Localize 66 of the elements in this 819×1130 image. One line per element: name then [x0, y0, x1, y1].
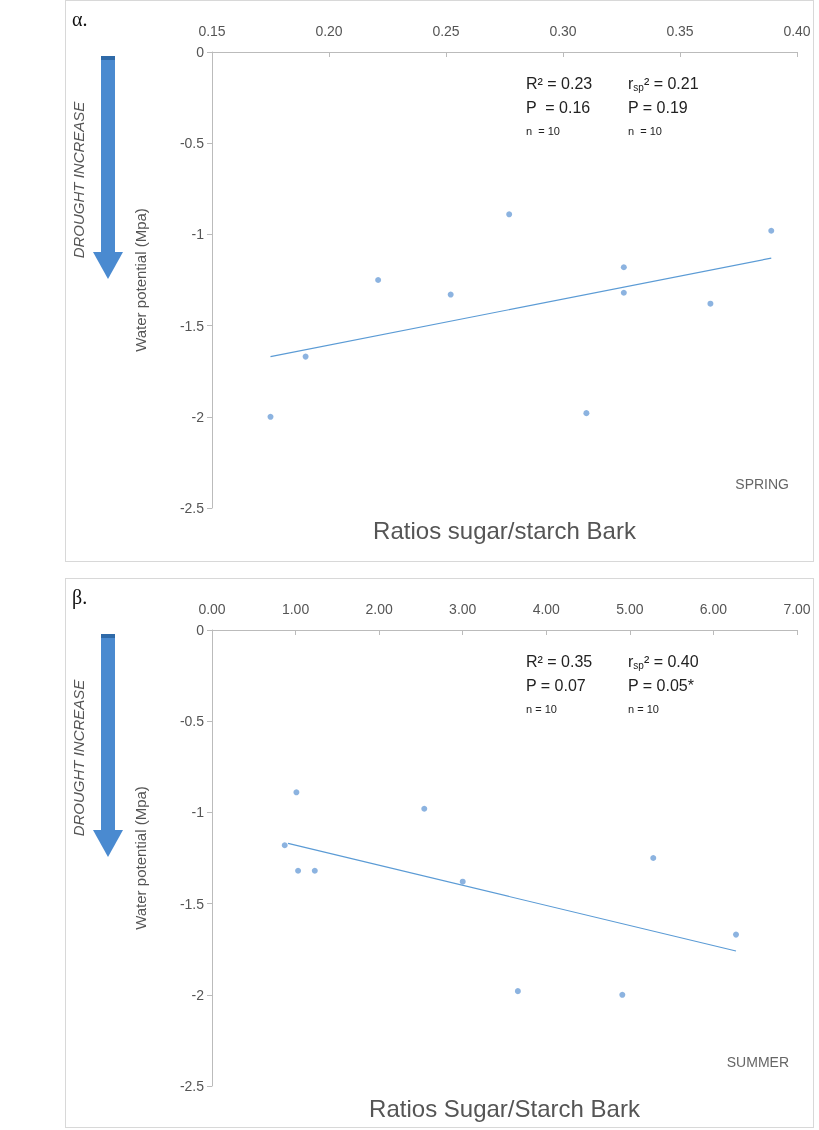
point [375, 277, 382, 283]
y-tick-label: 0 [196, 44, 205, 60]
y-tick-label: -1 [191, 804, 205, 821]
annotation: n = 10 [526, 702, 557, 715]
point [295, 867, 302, 874]
x-tick-label: 3.00 [449, 601, 477, 617]
x-tick-label: 0.20 [315, 23, 343, 39]
annotation: SUMMER [726, 1054, 790, 1070]
x-tick-label: 0.00 [198, 601, 226, 617]
x-tick-label: 4.00 [532, 601, 561, 617]
point [707, 300, 714, 307]
x-tick-label: 0.30 [549, 23, 577, 39]
x-tick-label: 6.00 [699, 601, 728, 617]
x-tick-label: 0.35 [666, 23, 694, 39]
y-tick-label: -1.5 [179, 895, 205, 912]
point [619, 991, 626, 998]
text: DROUGHT INCREASE [69, 678, 87, 837]
annotation: P = 0.19 [628, 98, 688, 116]
y-tick-label: -0.5 [179, 135, 205, 152]
point [447, 291, 454, 298]
point [302, 353, 309, 360]
point [459, 878, 466, 885]
point [650, 855, 657, 861]
chart-title: β. [72, 586, 88, 609]
annotation: P = 0.16 [526, 98, 591, 116]
point [733, 931, 739, 938]
annotation: P = 0.07 [526, 676, 586, 694]
annotation: n = 10 [628, 702, 659, 715]
point [421, 805, 428, 812]
point [281, 842, 288, 849]
point [311, 867, 318, 874]
x-tick-label: 0.15 [198, 23, 226, 39]
y-tick-label: 0 [196, 622, 205, 638]
point [620, 264, 627, 271]
y-tick-label: -2.5 [179, 1078, 205, 1094]
point [506, 211, 513, 218]
x-axis-title: Ratios Sugar/Starch Bark [369, 1094, 641, 1122]
annotation: R² = 0.35 [526, 652, 593, 670]
x-tick-label: 0.25 [432, 23, 460, 39]
point [293, 789, 300, 796]
x-tick-label: 1.00 [281, 601, 310, 617]
point [514, 988, 521, 995]
y-tick-label: -1 [191, 226, 205, 243]
y-axis-title: Water potential (Mpa) [132, 208, 149, 352]
point [267, 413, 274, 420]
annotation: R² = 0.23 [526, 74, 593, 92]
annotation: n = 10 [628, 124, 662, 137]
y-tick-label: -0.5 [179, 713, 205, 730]
point [583, 410, 590, 417]
annotation: P = 0.05* [628, 676, 694, 694]
text: DROUGHT INCREASE [69, 100, 87, 259]
annotation: SPRING [735, 476, 790, 492]
annotation: n = 10 [526, 124, 560, 137]
point [620, 289, 627, 296]
x-tick-label: 0.40 [783, 23, 811, 39]
y-tick-label: -2 [191, 408, 205, 425]
y-tick-label: -2 [191, 986, 205, 1003]
y-tick-label: -1.5 [179, 317, 205, 334]
x-tick-label: 7.00 [783, 601, 811, 617]
x-tick-label: 2.00 [365, 601, 393, 617]
point [768, 227, 775, 234]
x-tick-label: 5.00 [616, 601, 644, 617]
y-tick-label: -2.5 [179, 500, 205, 516]
chart-title: α. [72, 8, 88, 31]
y-axis-title: Water potential (Mpa) [132, 786, 149, 930]
x-axis-title: Ratios sugar/starch Bark [373, 516, 637, 544]
